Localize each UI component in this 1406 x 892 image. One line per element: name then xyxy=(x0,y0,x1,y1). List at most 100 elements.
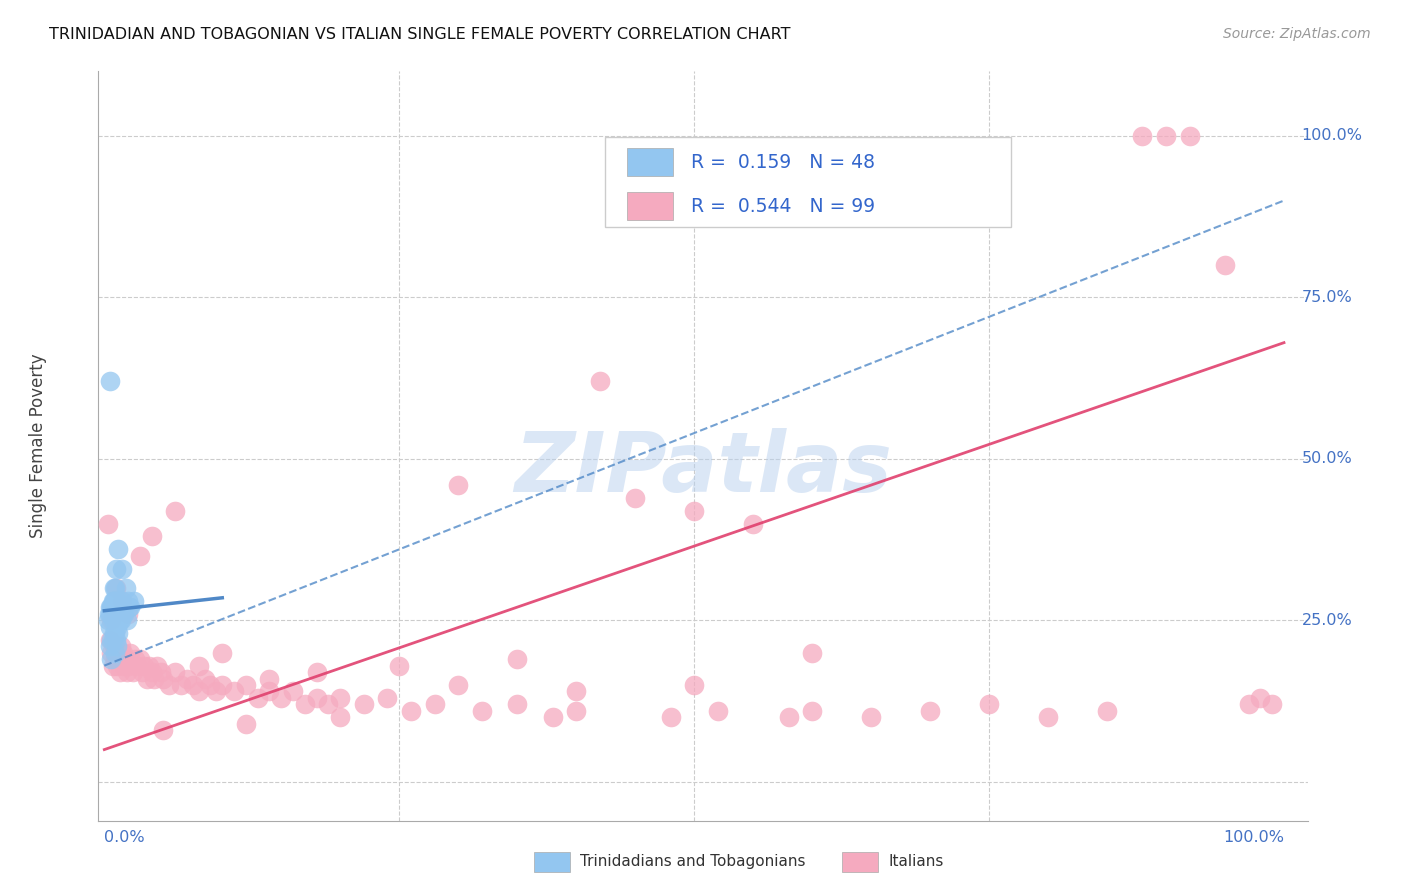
Point xyxy=(97,614,120,628)
Point xyxy=(187,684,209,698)
Point xyxy=(141,529,163,543)
Point xyxy=(107,626,129,640)
Point xyxy=(98,632,121,647)
Point xyxy=(128,549,150,563)
Point xyxy=(124,652,146,666)
Point xyxy=(329,710,352,724)
Point xyxy=(801,704,824,718)
FancyBboxPatch shape xyxy=(534,852,569,871)
Point xyxy=(977,698,1000,712)
Point xyxy=(115,665,138,679)
Point xyxy=(305,690,328,705)
Point xyxy=(100,652,122,666)
Point xyxy=(98,639,121,653)
Point xyxy=(105,639,128,653)
Point xyxy=(112,607,135,621)
Point xyxy=(117,658,139,673)
Point xyxy=(101,594,124,608)
Point xyxy=(104,607,127,621)
Point xyxy=(187,658,209,673)
FancyBboxPatch shape xyxy=(842,852,879,871)
Point xyxy=(117,594,139,608)
Point xyxy=(107,600,129,615)
Point xyxy=(111,594,134,608)
Point xyxy=(105,620,128,634)
Point xyxy=(107,542,129,557)
Point xyxy=(152,723,174,738)
Point xyxy=(110,614,132,628)
Point xyxy=(388,658,411,673)
Point xyxy=(127,658,149,673)
Point xyxy=(111,594,134,608)
Point xyxy=(541,710,564,724)
Point xyxy=(211,678,233,692)
Point xyxy=(1237,698,1260,712)
Point xyxy=(329,690,352,705)
Point xyxy=(112,646,135,660)
Point xyxy=(683,678,706,692)
Point xyxy=(506,652,529,666)
Point xyxy=(135,672,157,686)
Text: 50.0%: 50.0% xyxy=(1302,451,1353,467)
Point xyxy=(107,652,129,666)
FancyBboxPatch shape xyxy=(605,136,1011,227)
Point xyxy=(259,684,281,698)
Point xyxy=(246,690,269,705)
Point xyxy=(108,607,131,621)
Text: ZIPatlas: ZIPatlas xyxy=(515,428,891,509)
Point xyxy=(120,600,142,615)
Point xyxy=(742,516,765,531)
Point xyxy=(118,600,141,615)
Point xyxy=(706,704,728,718)
Point xyxy=(624,491,647,505)
Point xyxy=(235,678,257,692)
Point xyxy=(105,594,128,608)
FancyBboxPatch shape xyxy=(627,192,672,220)
Point xyxy=(920,704,942,718)
Point xyxy=(98,600,121,615)
Point xyxy=(141,665,163,679)
Point xyxy=(128,652,150,666)
Point xyxy=(103,639,125,653)
Point xyxy=(101,658,124,673)
Point xyxy=(105,607,128,621)
Point xyxy=(105,646,128,660)
Point xyxy=(98,607,121,621)
Point xyxy=(105,607,128,621)
Point xyxy=(170,678,193,692)
Point xyxy=(100,600,122,615)
Text: R =  0.544   N = 99: R = 0.544 N = 99 xyxy=(690,197,875,216)
Point xyxy=(117,607,139,621)
Point xyxy=(131,665,153,679)
Point xyxy=(281,684,304,698)
Point xyxy=(211,646,233,660)
Point xyxy=(565,684,588,698)
Point xyxy=(1249,690,1271,705)
Point xyxy=(270,690,292,705)
Point xyxy=(1178,128,1201,143)
Point xyxy=(101,632,124,647)
Text: 100.0%: 100.0% xyxy=(1223,830,1284,846)
Point xyxy=(120,646,142,660)
Point xyxy=(101,600,124,615)
Point xyxy=(111,562,134,576)
Point xyxy=(111,652,134,666)
Point xyxy=(103,581,125,595)
Point xyxy=(149,665,172,679)
Point xyxy=(121,665,143,679)
Point xyxy=(110,639,132,653)
Text: Single Female Poverty: Single Female Poverty xyxy=(30,354,46,538)
Point xyxy=(423,698,446,712)
Point xyxy=(1213,258,1236,272)
Point xyxy=(146,658,169,673)
Text: 25.0%: 25.0% xyxy=(1302,613,1353,628)
Point xyxy=(205,684,228,698)
Point xyxy=(138,658,160,673)
Text: 0.0%: 0.0% xyxy=(104,830,145,846)
Point xyxy=(801,646,824,660)
Point xyxy=(104,626,127,640)
Point xyxy=(103,626,125,640)
Point xyxy=(353,698,375,712)
Point xyxy=(98,375,121,389)
Point xyxy=(105,562,128,576)
